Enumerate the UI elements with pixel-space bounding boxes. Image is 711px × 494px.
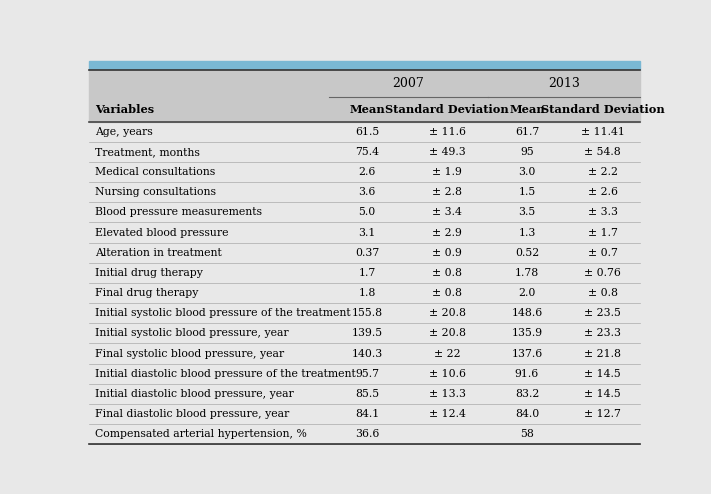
Text: Mean: Mean bbox=[509, 104, 545, 115]
Text: ± 0.76: ± 0.76 bbox=[584, 268, 621, 278]
Text: 2007: 2007 bbox=[392, 77, 424, 90]
Text: Initial systolic blood pressure, year: Initial systolic blood pressure, year bbox=[95, 329, 289, 338]
Text: Mean: Mean bbox=[349, 104, 385, 115]
Text: 84.1: 84.1 bbox=[355, 409, 379, 419]
Text: 36.6: 36.6 bbox=[355, 429, 380, 439]
Text: Nursing consultations: Nursing consultations bbox=[95, 187, 216, 197]
Bar bbox=[89, 61, 640, 70]
Text: 1.5: 1.5 bbox=[518, 187, 535, 197]
Text: ± 49.3: ± 49.3 bbox=[429, 147, 466, 157]
Text: ± 0.8: ± 0.8 bbox=[432, 268, 462, 278]
Text: 5.0: 5.0 bbox=[358, 207, 376, 217]
Text: Compensated arterial hypertension, %: Compensated arterial hypertension, % bbox=[95, 429, 307, 439]
Text: Age, years: Age, years bbox=[95, 127, 154, 137]
Text: ± 10.6: ± 10.6 bbox=[429, 369, 466, 379]
Text: ± 23.3: ± 23.3 bbox=[584, 329, 621, 338]
Text: ± 2.2: ± 2.2 bbox=[588, 167, 618, 177]
Text: ± 3.4: ± 3.4 bbox=[432, 207, 462, 217]
Text: 75.4: 75.4 bbox=[355, 147, 379, 157]
Text: 140.3: 140.3 bbox=[351, 348, 383, 359]
Text: 148.6: 148.6 bbox=[511, 308, 542, 318]
Text: ± 0.8: ± 0.8 bbox=[432, 288, 462, 298]
Text: Blood pressure measurements: Blood pressure measurements bbox=[95, 207, 262, 217]
Text: ± 0.8: ± 0.8 bbox=[588, 288, 618, 298]
Text: Initial drug therapy: Initial drug therapy bbox=[95, 268, 203, 278]
Text: 3.6: 3.6 bbox=[358, 187, 376, 197]
Text: Standard Deviation: Standard Deviation bbox=[541, 104, 665, 115]
Text: ± 3.3: ± 3.3 bbox=[588, 207, 618, 217]
Text: Medical consultations: Medical consultations bbox=[95, 167, 215, 177]
Text: ± 1.7: ± 1.7 bbox=[588, 228, 618, 238]
Text: ± 2.9: ± 2.9 bbox=[432, 228, 462, 238]
Text: ± 21.8: ± 21.8 bbox=[584, 348, 621, 359]
Text: 3.1: 3.1 bbox=[358, 228, 376, 238]
Text: 2013: 2013 bbox=[548, 77, 580, 90]
Text: 61.5: 61.5 bbox=[355, 127, 379, 137]
Text: ± 22: ± 22 bbox=[434, 348, 460, 359]
Text: ± 23.5: ± 23.5 bbox=[584, 308, 621, 318]
Text: Initial systolic blood pressure of the treatment: Initial systolic blood pressure of the t… bbox=[95, 308, 351, 318]
Text: ± 0.7: ± 0.7 bbox=[588, 247, 618, 258]
Text: 61.7: 61.7 bbox=[515, 127, 539, 137]
Text: 0.37: 0.37 bbox=[355, 247, 379, 258]
Text: 84.0: 84.0 bbox=[515, 409, 539, 419]
Text: ± 20.8: ± 20.8 bbox=[429, 308, 466, 318]
Text: Final diastolic blood pressure, year: Final diastolic blood pressure, year bbox=[95, 409, 290, 419]
Text: 95.7: 95.7 bbox=[355, 369, 379, 379]
Text: 1.7: 1.7 bbox=[358, 268, 376, 278]
Text: 1.78: 1.78 bbox=[515, 268, 539, 278]
Text: Variables: Variables bbox=[95, 104, 154, 115]
Text: 91.6: 91.6 bbox=[515, 369, 539, 379]
Text: 135.9: 135.9 bbox=[511, 329, 542, 338]
Text: 83.2: 83.2 bbox=[515, 389, 539, 399]
Text: 58: 58 bbox=[520, 429, 534, 439]
Text: ± 1.9: ± 1.9 bbox=[432, 167, 462, 177]
Text: 1.3: 1.3 bbox=[518, 228, 535, 238]
Text: Standard Deviation: Standard Deviation bbox=[385, 104, 509, 115]
Text: ± 2.6: ± 2.6 bbox=[588, 187, 618, 197]
Text: Initial diastolic blood pressure, year: Initial diastolic blood pressure, year bbox=[95, 389, 294, 399]
Text: ± 2.8: ± 2.8 bbox=[432, 187, 462, 197]
Bar bbox=[89, 70, 640, 122]
Text: 3.5: 3.5 bbox=[518, 207, 535, 217]
Text: ± 54.8: ± 54.8 bbox=[584, 147, 621, 157]
Text: Initial diastolic blood pressure of the treatment: Initial diastolic blood pressure of the … bbox=[95, 369, 356, 379]
Text: ± 12.4: ± 12.4 bbox=[429, 409, 466, 419]
Text: ± 14.5: ± 14.5 bbox=[584, 389, 621, 399]
Text: 2.6: 2.6 bbox=[358, 167, 376, 177]
Text: ± 20.8: ± 20.8 bbox=[429, 329, 466, 338]
Text: ± 11.6: ± 11.6 bbox=[429, 127, 466, 137]
Text: 95: 95 bbox=[520, 147, 534, 157]
Text: 3.0: 3.0 bbox=[518, 167, 535, 177]
Text: Alteration in treatment: Alteration in treatment bbox=[95, 247, 223, 258]
Text: 1.8: 1.8 bbox=[358, 288, 376, 298]
Text: ± 13.3: ± 13.3 bbox=[429, 389, 466, 399]
Text: 0.52: 0.52 bbox=[515, 247, 539, 258]
Text: ± 11.41: ± 11.41 bbox=[581, 127, 625, 137]
Text: 155.8: 155.8 bbox=[351, 308, 383, 318]
Text: Treatment, months: Treatment, months bbox=[95, 147, 201, 157]
Text: ± 0.9: ± 0.9 bbox=[432, 247, 462, 258]
Text: 139.5: 139.5 bbox=[351, 329, 383, 338]
Text: ± 14.5: ± 14.5 bbox=[584, 369, 621, 379]
Text: ± 12.7: ± 12.7 bbox=[584, 409, 621, 419]
Text: Final drug therapy: Final drug therapy bbox=[95, 288, 199, 298]
Text: 137.6: 137.6 bbox=[511, 348, 542, 359]
Text: Elevated blood pressure: Elevated blood pressure bbox=[95, 228, 229, 238]
Text: 85.5: 85.5 bbox=[355, 389, 379, 399]
Text: 2.0: 2.0 bbox=[518, 288, 535, 298]
Text: Final systolic blood pressure, year: Final systolic blood pressure, year bbox=[95, 348, 284, 359]
